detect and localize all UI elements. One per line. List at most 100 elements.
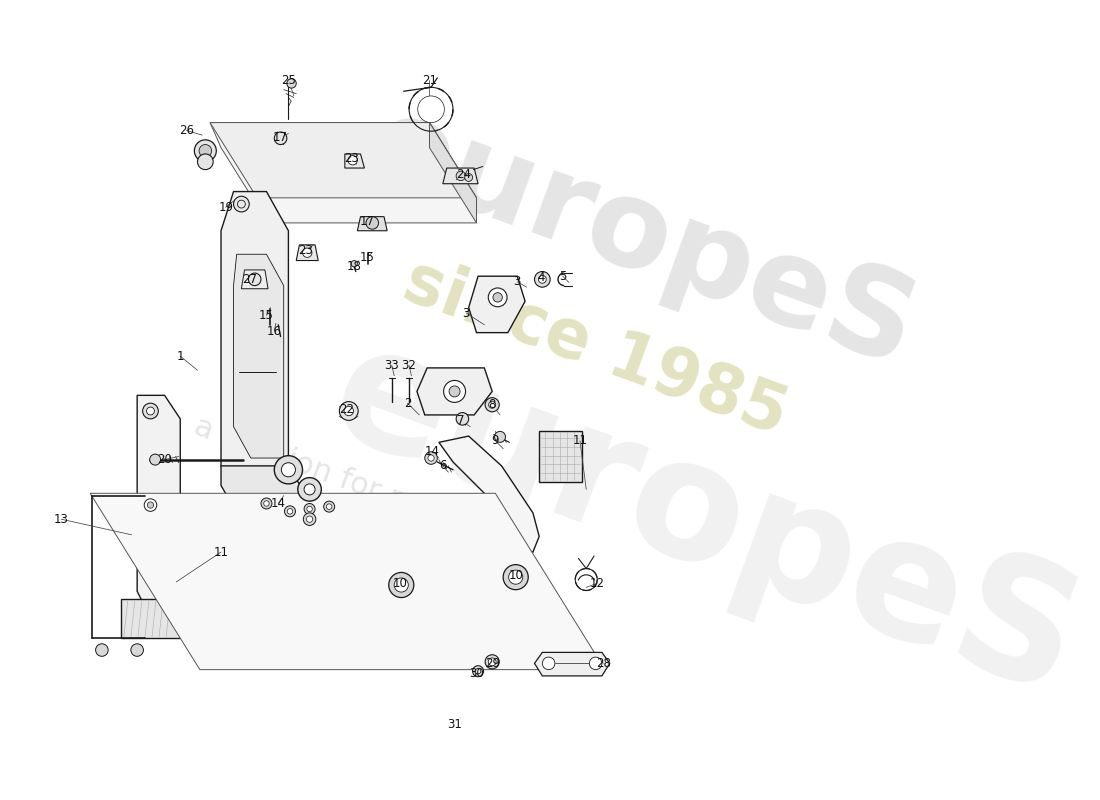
Circle shape: [287, 509, 293, 514]
Circle shape: [366, 217, 378, 229]
Text: 17: 17: [360, 215, 374, 228]
Circle shape: [249, 273, 261, 286]
Circle shape: [488, 402, 496, 408]
Text: 3: 3: [463, 306, 470, 319]
Text: 10: 10: [393, 577, 407, 590]
Circle shape: [488, 288, 507, 306]
Circle shape: [195, 140, 217, 162]
Text: 7: 7: [458, 414, 464, 427]
Text: 15: 15: [360, 251, 374, 264]
Text: europeS: europeS: [354, 86, 932, 391]
Circle shape: [323, 501, 334, 512]
Circle shape: [198, 154, 213, 170]
Text: 31: 31: [447, 718, 462, 731]
Circle shape: [285, 506, 296, 517]
Circle shape: [456, 171, 465, 181]
Circle shape: [340, 402, 359, 421]
Text: 17: 17: [273, 131, 288, 144]
Text: 26: 26: [179, 124, 194, 137]
Text: 27: 27: [242, 273, 256, 286]
Circle shape: [425, 452, 438, 464]
Text: 6: 6: [439, 459, 447, 472]
Polygon shape: [210, 122, 476, 198]
Text: 32: 32: [402, 359, 417, 372]
Text: 5: 5: [559, 270, 566, 282]
Circle shape: [495, 431, 506, 442]
Circle shape: [147, 502, 154, 508]
Circle shape: [287, 78, 296, 88]
Circle shape: [475, 669, 481, 674]
Circle shape: [307, 516, 312, 522]
Polygon shape: [210, 122, 476, 223]
Text: 11: 11: [572, 434, 587, 447]
Text: 24: 24: [456, 168, 472, 181]
Circle shape: [388, 573, 414, 598]
Circle shape: [535, 271, 550, 287]
Circle shape: [473, 666, 484, 677]
Circle shape: [351, 261, 358, 267]
Polygon shape: [221, 191, 288, 513]
Polygon shape: [358, 217, 387, 230]
Circle shape: [307, 506, 312, 512]
Circle shape: [282, 462, 296, 477]
Circle shape: [590, 657, 602, 670]
Circle shape: [418, 96, 444, 122]
Circle shape: [465, 174, 473, 182]
Text: 1: 1: [176, 350, 184, 362]
Text: 25: 25: [280, 74, 296, 86]
Circle shape: [143, 403, 158, 419]
Text: 20: 20: [157, 453, 172, 466]
Circle shape: [131, 644, 143, 656]
Text: 23: 23: [298, 244, 314, 257]
Polygon shape: [439, 436, 539, 552]
Text: europeS: europeS: [310, 310, 1100, 731]
Text: 19: 19: [218, 201, 233, 214]
Text: 21: 21: [422, 74, 437, 86]
Text: 3: 3: [514, 275, 521, 288]
Polygon shape: [233, 254, 284, 458]
Circle shape: [327, 504, 332, 510]
Polygon shape: [296, 245, 318, 261]
Text: 30: 30: [469, 667, 484, 680]
Circle shape: [428, 455, 435, 461]
Text: a passion for parts: a passion for parts: [190, 411, 468, 536]
Text: 22: 22: [339, 403, 354, 416]
Polygon shape: [90, 494, 605, 670]
Circle shape: [144, 498, 156, 511]
Polygon shape: [417, 368, 492, 415]
Circle shape: [448, 710, 462, 724]
Circle shape: [304, 484, 315, 495]
Circle shape: [508, 570, 522, 584]
Text: 14: 14: [425, 446, 440, 458]
Polygon shape: [241, 270, 268, 289]
Text: 14: 14: [271, 497, 286, 510]
Circle shape: [449, 386, 460, 397]
Circle shape: [96, 644, 108, 656]
Circle shape: [394, 578, 408, 592]
Circle shape: [503, 565, 528, 590]
Text: 28: 28: [596, 657, 611, 670]
Circle shape: [274, 132, 287, 145]
Circle shape: [261, 498, 272, 509]
Polygon shape: [344, 154, 364, 168]
Circle shape: [304, 503, 315, 514]
Text: 29: 29: [485, 657, 499, 670]
Circle shape: [456, 413, 469, 425]
Polygon shape: [429, 122, 476, 223]
Text: 9: 9: [492, 434, 499, 447]
Circle shape: [348, 155, 358, 165]
Circle shape: [302, 248, 312, 258]
Polygon shape: [138, 395, 180, 614]
Circle shape: [233, 196, 250, 212]
Circle shape: [146, 407, 154, 415]
Text: 16: 16: [267, 325, 282, 338]
Circle shape: [493, 293, 503, 302]
Text: 8: 8: [488, 398, 496, 411]
Circle shape: [298, 478, 321, 501]
Text: since 1985: since 1985: [395, 248, 796, 448]
Text: 23: 23: [343, 152, 359, 165]
Text: 15: 15: [258, 309, 274, 322]
Text: 11: 11: [213, 546, 229, 558]
Polygon shape: [121, 599, 180, 638]
Circle shape: [485, 654, 499, 669]
